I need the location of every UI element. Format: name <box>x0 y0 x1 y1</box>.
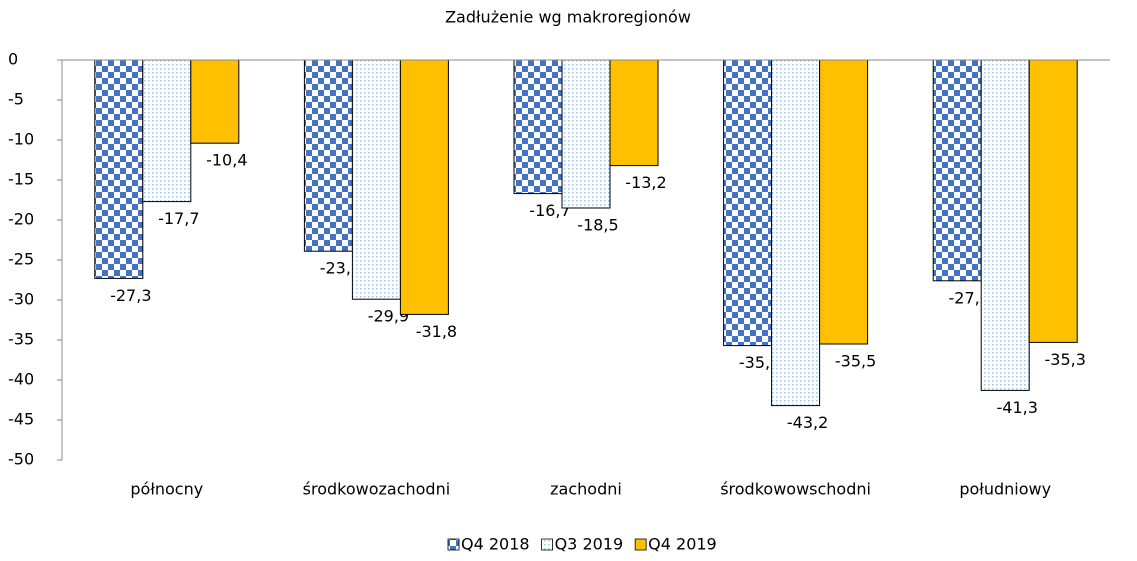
value-label: -35,7 <box>739 353 780 372</box>
bar <box>771 59 821 407</box>
value-label: -17,7 <box>158 209 199 228</box>
chart-title: Zadłużenie wg makroregionów <box>445 8 691 27</box>
y-tick-label: -40 <box>8 370 34 389</box>
legend-label: Q4 2018 <box>461 535 530 554</box>
value-label: -35,5 <box>835 352 876 371</box>
bar <box>561 59 611 209</box>
y-tick-label: -25 <box>8 250 34 269</box>
y-tick-label: -45 <box>8 410 34 429</box>
legend-swatch <box>447 538 460 551</box>
x-tick-label: południowy <box>959 480 1051 499</box>
y-tick-label: -20 <box>8 210 34 229</box>
x-tick-label: północny <box>130 480 203 499</box>
value-label: -43,2 <box>787 413 828 432</box>
y-tick-label: -50 <box>8 450 34 469</box>
y-tick-label: -15 <box>8 170 34 189</box>
value-label: -27,6 <box>948 288 989 307</box>
value-label: -16,7 <box>529 201 570 220</box>
x-tick-label: środkowozachodni <box>303 480 451 499</box>
legend-swatch <box>634 538 647 551</box>
y-tick-label: -30 <box>8 290 34 309</box>
value-label: -41,3 <box>996 398 1037 417</box>
y-tick-label: 0 <box>8 50 18 69</box>
bar <box>932 59 982 282</box>
bar <box>399 59 449 315</box>
x-tick-label: zachodni <box>550 480 622 499</box>
bar <box>142 59 192 203</box>
value-label: -23,9 <box>320 259 361 278</box>
bar <box>1028 59 1078 343</box>
bar <box>303 59 353 252</box>
x-tick-label: środkowowschodni <box>720 480 871 499</box>
bar <box>190 59 240 144</box>
y-tick-label: -5 <box>8 90 24 109</box>
bar <box>723 59 773 347</box>
legend-swatch <box>541 538 553 551</box>
value-label: -27,3 <box>110 286 151 305</box>
bar <box>980 59 1030 391</box>
value-label: -31,8 <box>416 322 457 341</box>
y-tick-label: -10 <box>8 130 34 149</box>
bar <box>513 59 563 195</box>
bar <box>351 59 401 300</box>
bar <box>609 59 659 167</box>
y-tick-label: -35 <box>8 330 34 349</box>
bar <box>819 59 869 345</box>
legend-label: Q3 2019 <box>555 535 624 554</box>
value-label: -10,4 <box>206 151 247 170</box>
bar <box>94 59 144 279</box>
value-label: -29,9 <box>368 307 409 326</box>
value-label: -18,5 <box>577 216 618 235</box>
legend-label: Q4 2019 <box>648 535 717 554</box>
value-label: -13,2 <box>625 173 666 192</box>
value-label: -35,3 <box>1044 350 1085 369</box>
